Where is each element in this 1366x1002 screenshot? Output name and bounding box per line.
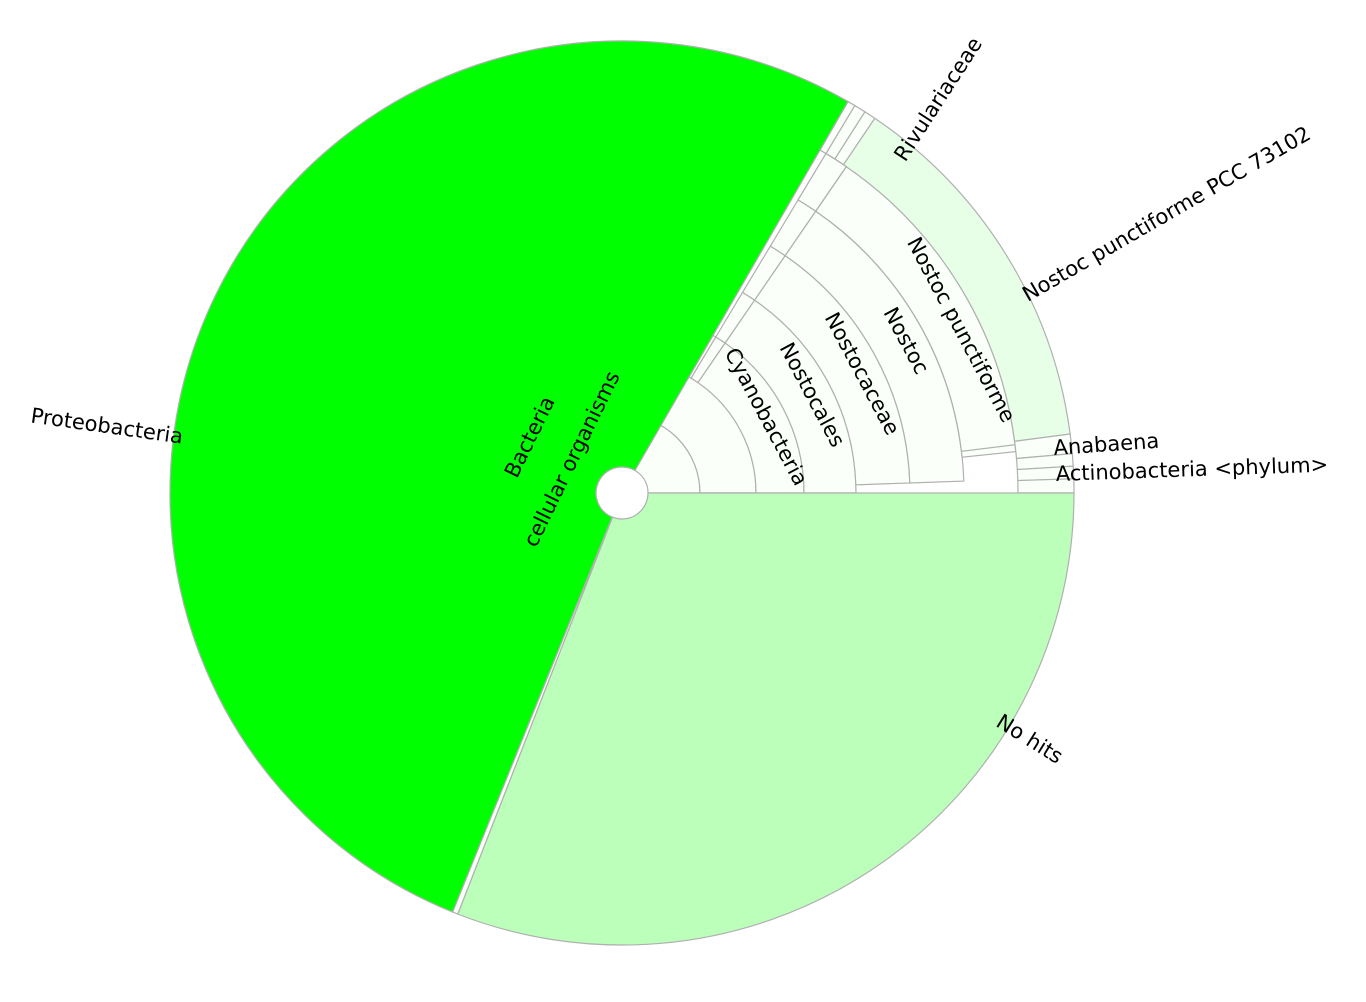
segment-11[interactable] xyxy=(1015,452,1074,471)
label-rivulariaceae: Rivulariaceae xyxy=(889,33,987,166)
segment-24[interactable] xyxy=(169,40,849,913)
chart-segments xyxy=(169,40,1075,946)
label-actinobacteria-phylum: Actinobacteria <phylum> xyxy=(1055,452,1328,485)
segment-10[interactable] xyxy=(1013,433,1073,460)
segment-26[interactable] xyxy=(457,492,1075,946)
label-no-hits: No hits xyxy=(992,709,1067,768)
segment-21[interactable] xyxy=(797,152,848,212)
segment-12[interactable] xyxy=(1016,465,1075,482)
label-proteobacteria: Proteobacteria xyxy=(29,403,184,448)
label-nostoc-punctiforme-pcc-73102: Nostoc punctiforme PCC 73102 xyxy=(1018,121,1314,306)
segment-13[interactable] xyxy=(1017,478,1075,494)
